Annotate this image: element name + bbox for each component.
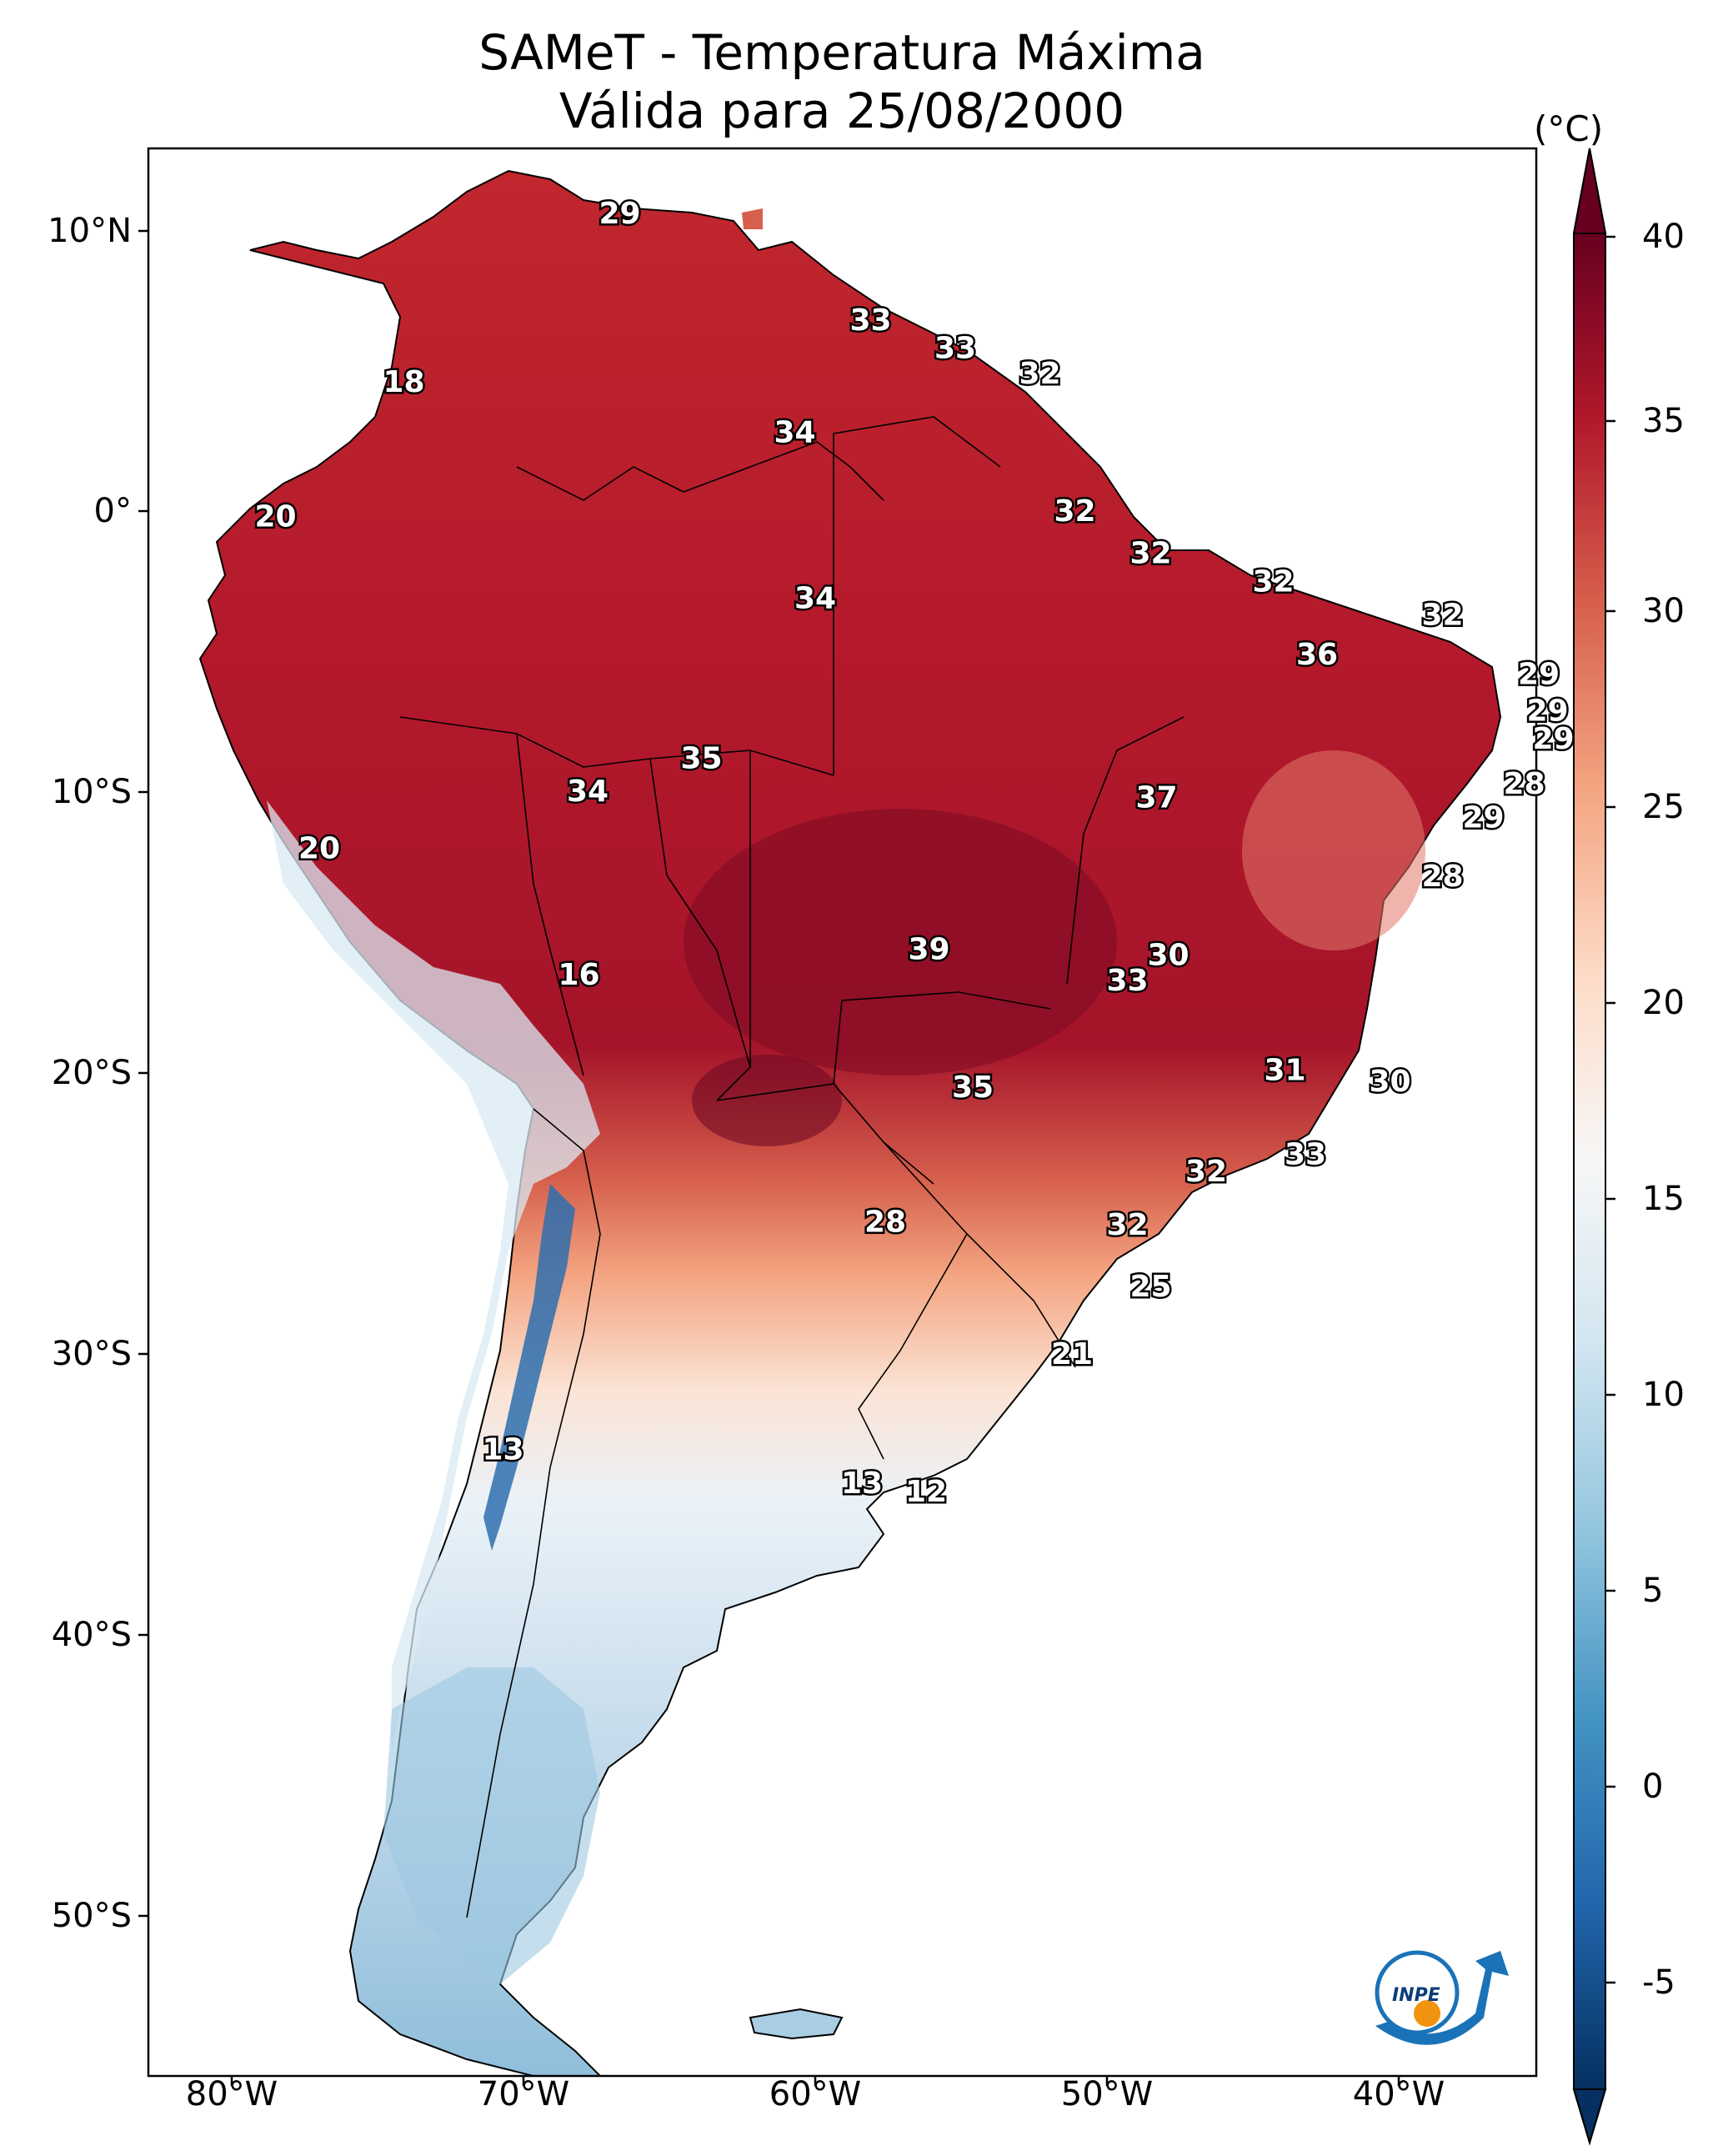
temperature-value-label: 33 [934, 332, 976, 366]
temperature-value-label: 32 [1185, 1155, 1227, 1189]
colorbar-unit: (°C) [1534, 108, 1604, 149]
temperature-value-label: 29 [1532, 722, 1574, 756]
colorbar-tick-10: 10 [1642, 1376, 1685, 1414]
colorbar-tick-5: 5 [1642, 1572, 1664, 1610]
temperature-value-label: 34 [774, 416, 815, 450]
lon-label-80w: 80°W [185, 2075, 278, 2113]
map-subtitle: Válida para 25/08/2000 [558, 83, 1125, 139]
logo-dot [1414, 2000, 1440, 2027]
hot-core-central [684, 809, 1117, 1075]
temperature-value-label: 30 [1369, 1065, 1410, 1099]
logo-arrow-icon [1375, 1951, 1509, 2045]
colorbar-body [1574, 233, 1605, 2089]
temperature-value-label: 13 [482, 1433, 523, 1467]
lon-label-70w: 70°W [477, 2075, 570, 2113]
lat-label-0: 0° [93, 492, 132, 530]
temperature-value-label: 33 [1285, 1138, 1326, 1172]
axis-ticks [138, 229, 1400, 2086]
temperature-value-label: 29 [599, 197, 640, 231]
temperature-value-label: 13 [841, 1467, 883, 1501]
temperature-value-label: 16 [558, 958, 599, 992]
temperature-value-label: 36 [1296, 638, 1338, 672]
temperature-value-label: 33 [849, 303, 891, 338]
logo-text: INPE [1392, 1985, 1440, 2006]
colorbar-tick-0: 0 [1642, 1767, 1664, 1806]
temperature-value-label: 35 [952, 1070, 994, 1105]
lat-label-10s: 10°S [51, 773, 132, 811]
map-title: SAMeT - Temperatura Máxima [478, 24, 1205, 81]
lat-label-50s: 50°S [51, 1897, 132, 1935]
colorbar-min-extend [1572, 2088, 1607, 2146]
caribbean-islands [742, 208, 763, 229]
temperature-value-label: 25 [1129, 1270, 1171, 1304]
temperature-value-label: 29 [1518, 657, 1560, 691]
temperature-value-label: 12 [905, 1475, 947, 1509]
temperature-value-label: 34 [794, 581, 836, 615]
lat-label-40s: 40°S [51, 1616, 132, 1654]
lon-label-60w: 60°W [769, 2075, 862, 2113]
temperature-value-label: 18 [383, 365, 424, 399]
lat-label-30s: 30°S [51, 1335, 132, 1373]
temperature-value-label: 32 [1129, 537, 1171, 571]
colorbar-tick-30: 30 [1642, 592, 1685, 630]
temperature-value-label: 21 [1051, 1337, 1093, 1371]
lon-label-40w: 40°W [1352, 2075, 1445, 2113]
temperature-value-label: 32 [1054, 494, 1095, 529]
lat-label-10n: 10°N [48, 212, 132, 250]
andes-cold-band [267, 800, 600, 1751]
temperature-value-label: 31 [1264, 1054, 1305, 1088]
temperature-value-label: 20 [298, 831, 340, 865]
colorbar-tick-minus5: -5 [1642, 1963, 1675, 2002]
colorbar-tick-35: 35 [1642, 402, 1685, 440]
temperature-value-label: 39 [908, 933, 949, 967]
northeast-mild-zone [1242, 750, 1425, 950]
plot-frame [147, 147, 1538, 2078]
falkland-islands [749, 2008, 844, 2040]
colorbar-max-extend [1572, 148, 1607, 234]
temperature-value-label: 20 [254, 500, 296, 534]
temperature-value-label: 32 [1252, 564, 1294, 599]
lat-label-20s: 20°S [51, 1054, 132, 1092]
temperature-value-label: 28 [864, 1206, 906, 1240]
andes-deep-cold [483, 1184, 575, 1551]
temperature-value-label: 34 [567, 775, 609, 809]
temperature-value-label: 37 [1135, 781, 1177, 815]
logo-ring [1375, 1950, 1460, 2035]
colorbar [1572, 148, 1615, 2146]
patagonia-cold-zone [383, 1667, 600, 1984]
temperature-value-label: 28 [1503, 767, 1545, 801]
map-area [148, 148, 1536, 2076]
inpe-logo: INPE [1375, 1950, 1509, 2045]
hot-core-chaco [692, 1055, 842, 1146]
lon-label-50w: 50°W [1060, 2075, 1154, 2113]
country-borders [399, 416, 1185, 1918]
temperature-value-label: 29 [1526, 694, 1568, 728]
colorbar-tick-20: 20 [1642, 984, 1685, 1022]
temperature-value-label: 28 [1421, 860, 1463, 894]
colorbar-tick-15: 15 [1642, 1180, 1685, 1218]
south-america-land [198, 169, 1502, 2076]
temperature-value-label: 32 [1421, 599, 1463, 633]
colorbar-tick-40: 40 [1642, 218, 1685, 256]
temperature-value-label: 35 [680, 742, 722, 776]
temperature-value-label: 29 [1462, 800, 1504, 835]
temperature-value-label: 30 [1147, 938, 1189, 972]
temperature-value-label: 33 [1106, 964, 1148, 998]
colorbar-tick-25: 25 [1642, 788, 1685, 826]
temperature-value-label: 32 [1019, 357, 1060, 391]
temperature-value-label: 32 [1106, 1208, 1148, 1242]
